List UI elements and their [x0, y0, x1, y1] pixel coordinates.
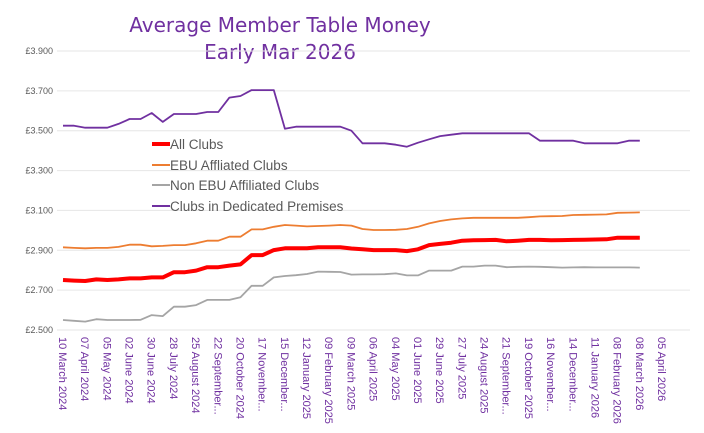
chart-subtitle: Early Mar 2026 — [204, 40, 356, 64]
x-tick-label: 09 March 2025 — [344, 337, 356, 410]
x-tick-label: 02 June 2024 — [123, 337, 135, 404]
legend-label-dedicated: Clubs in Dedicated Premises — [170, 199, 344, 214]
x-tick-label: 14 December... — [566, 337, 578, 412]
x-tick-label: 01 June 2025 — [411, 337, 423, 404]
chart-title: Average Member Table Money — [129, 13, 431, 37]
y-tick-label: £3.900 — [25, 46, 53, 56]
y-tick-label: £2.700 — [25, 285, 53, 295]
series-ebu-affiliated — [62, 211, 640, 250]
x-axis: 10 March 2024 07 April 2024 05 May 2024 02 … — [56, 337, 667, 424]
x-tick-label: 15 December... — [278, 337, 290, 412]
x-tick-label: 11 January 2026 — [588, 337, 600, 418]
x-tick-label: 24 August 2025 — [478, 337, 490, 413]
x-tick-label: 30 June 2024 — [145, 337, 157, 404]
series-all-clubs — [62, 235, 640, 283]
x-tick-label: 19 October 2025 — [522, 337, 534, 419]
series-lines — [62, 89, 640, 323]
series-non-ebu-affiliated — [62, 264, 640, 323]
y-axis: £2.500 £2.700 £2.900 £3.100 £3.300 £3.500 £3.7… — [25, 46, 53, 335]
x-tick-label: 16 November... — [544, 337, 556, 412]
x-tick-label: 28 July 2024 — [167, 337, 179, 399]
y-tick-label: £3.100 — [25, 205, 53, 215]
y-tick-label: £2.500 — [25, 325, 53, 335]
x-tick-label: 05 April 2026 — [655, 337, 667, 401]
gridlines — [57, 50, 690, 331]
x-tick-label: 22 September... — [211, 337, 223, 415]
y-tick-label: £3.700 — [25, 86, 53, 96]
y-tick-label: £3.300 — [25, 166, 53, 176]
x-tick-label: 10 March 2024 — [56, 337, 68, 410]
y-tick-label: £2.900 — [25, 245, 53, 255]
x-tick-label: 17 November... — [256, 337, 268, 412]
legend-label-ebu: EBU Affliated Clubs — [170, 158, 288, 173]
legend-label-all-clubs: All Clubs — [170, 137, 224, 152]
x-tick-label: 27 July 2025 — [455, 337, 467, 399]
x-tick-label: 20 October 2024 — [233, 337, 245, 419]
x-tick-label: 07 April 2024 — [78, 337, 90, 401]
x-tick-label: 04 May 2025 — [389, 337, 401, 401]
x-tick-label: 08 February 2026 — [611, 337, 623, 424]
x-tick-label: 06 April 2025 — [367, 337, 379, 401]
x-tick-label: 21 September... — [500, 337, 512, 415]
x-tick-label: 25 August 2024 — [189, 337, 201, 413]
series-dedicated-premises — [63, 89, 640, 148]
x-tick-label: 09 February 2025 — [322, 337, 334, 424]
legend-label-non-ebu: Non EBU Affiliated Clubs — [170, 178, 319, 193]
x-tick-label: 12 January 2025 — [300, 337, 312, 419]
y-tick-label: £3.500 — [25, 126, 53, 136]
x-tick-label: 08 March 2026 — [633, 337, 645, 410]
x-tick-label: 29 June 2025 — [433, 337, 445, 404]
legend: All Clubs EBU Affliated Clubs Non EBU Af… — [152, 137, 344, 214]
x-tick-label: 05 May 2024 — [100, 337, 112, 401]
